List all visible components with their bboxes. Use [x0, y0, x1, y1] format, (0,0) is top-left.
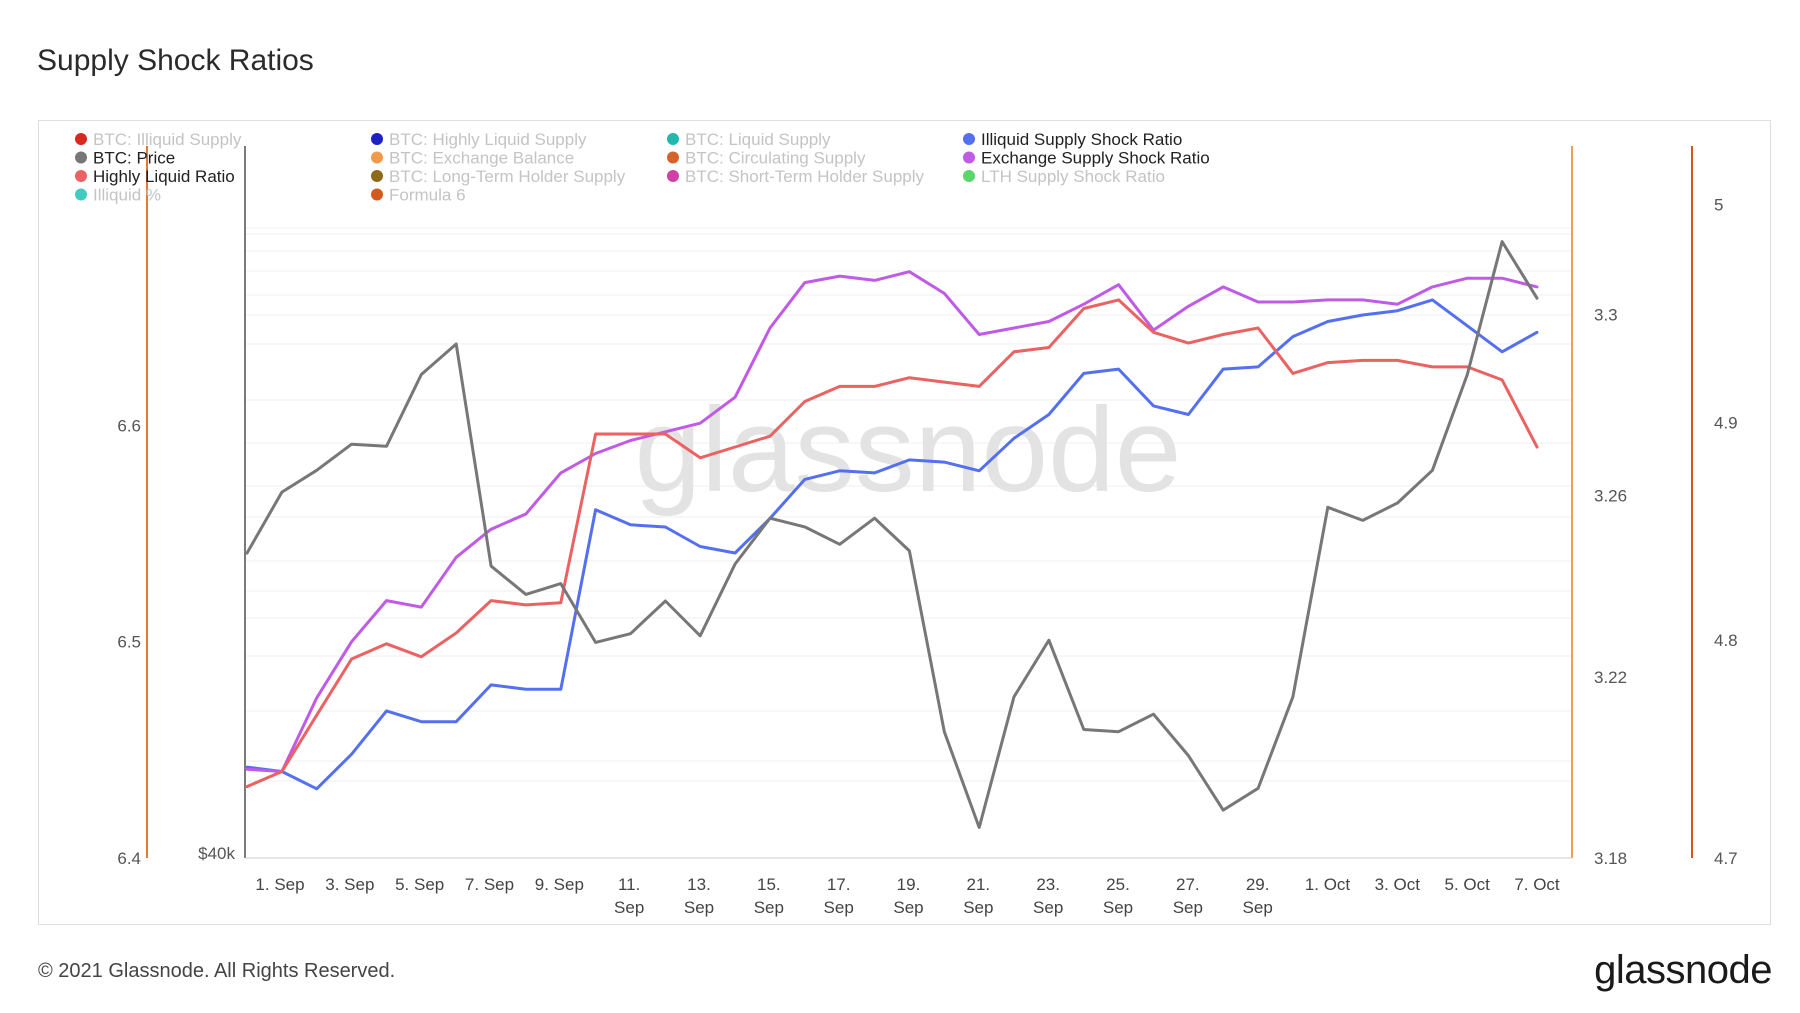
x-axis-tick-label-line: 29. — [1246, 875, 1270, 894]
legend-marker-exchange-supply-shock-ratio — [963, 151, 975, 164]
x-axis-tick-label-line: 1. Sep — [255, 875, 304, 894]
x-axis-tick-label: 29. Sep — [1243, 875, 1273, 917]
legend-marker-illiquid- — [75, 188, 87, 201]
right-axis-2-tick-label: 4.8 — [1714, 631, 1738, 650]
x-axis-tick-label-line: Sep — [1243, 898, 1273, 917]
legend-label-btc-price[interactable]: BTC: Price — [93, 149, 175, 168]
chart-title: Supply Shock Ratios — [37, 44, 314, 77]
legend-label-btc-long-term-holder-supply[interactable]: BTC: Long-Term Holder Supply — [389, 167, 626, 186]
legend-label-btc-illiquid-supply[interactable]: BTC: Illiquid Supply — [93, 130, 242, 149]
x-axis-tick-label: 7. Sep — [465, 875, 514, 894]
legend-marker-illiquid-supply-shock-ratio — [963, 133, 975, 145]
x-axis-tick-label: 13. Sep — [684, 875, 714, 917]
x-axis-tick-label: 5. Oct — [1444, 875, 1490, 894]
legend-marker-btc-liquid-supply — [667, 133, 679, 145]
x-axis-tick-label-line: Sep — [614, 898, 644, 917]
x-axis-tick-label: 25. Sep — [1103, 875, 1133, 917]
legend-label-exchange-supply-shock-ratio[interactable]: Exchange Supply Shock Ratio — [981, 149, 1210, 168]
left-axis-tick-label: 6.5 — [117, 633, 141, 652]
legend-marker-btc-short-term-holder-supply — [667, 170, 679, 182]
right-axis-1-tick-label: 3.18 — [1594, 849, 1627, 868]
series-line-highly-liquid-ratio — [245, 298, 1539, 789]
x-axis-tick-label-line: 9. Sep — [535, 875, 584, 894]
series-line-exchange-supply-shock-ratio — [245, 270, 1539, 773]
x-axis-tick-label-line: 11. — [618, 875, 640, 894]
x-axis-tick-label-line: Sep — [1103, 898, 1133, 917]
legend-label-highly-liquid-ratio[interactable]: Highly Liquid Ratio — [93, 167, 235, 186]
right-axis-2-tick-label: 4.7 — [1714, 849, 1738, 868]
legend-marker-btc-circulating-supply — [667, 151, 679, 164]
legend-label-btc-short-term-holder-supply[interactable]: BTC: Short-Term Holder Supply — [685, 167, 925, 186]
left-axis-tick-label: 6.6 — [117, 416, 141, 435]
x-axis-tick-label-line: 5. Sep — [395, 875, 444, 894]
x-axis-tick-label-line: 25. — [1106, 875, 1130, 894]
chart-panel: glassnode 6.4 6.5 6.6 $40k 3.18 3.22 3.26 3.3 4.7… — [38, 120, 1771, 925]
chart-svg: glassnode 6.4 6.5 6.6 $40k 3.18 3.22 3.26 3.3 4.7… — [75, 130, 1738, 917]
x-axis-tick-label: 21. Sep — [963, 875, 993, 917]
right-axis-2-tick-label: 4.9 — [1714, 413, 1738, 432]
x-axis-tick-label: 3. Oct — [1375, 875, 1421, 894]
x-axis-tick-label-line: 19. — [897, 875, 921, 894]
right-axis-1-tick-label: 3.26 — [1594, 487, 1627, 506]
legend-label-illiquid-supply-shock-ratio[interactable]: Illiquid Supply Shock Ratio — [981, 130, 1182, 149]
x-axis-tick-label-line: 1. Oct — [1305, 875, 1351, 894]
x-axis-tick-label: 1. Oct — [1305, 875, 1351, 894]
legend-marker-btc-long-term-holder-supply — [371, 170, 383, 182]
x-axis-tick-label: 11. Sep — [614, 875, 644, 917]
legend-marker-lth-supply-shock-ratio — [963, 170, 975, 182]
legend-label-lth-supply-shock-ratio[interactable]: LTH Supply Shock Ratio — [981, 167, 1165, 186]
x-axis-tick-label-line: 23. — [1036, 875, 1060, 894]
x-axis-tick-label: 9. Sep — [535, 875, 584, 894]
x-axis-tick-label-line: 13. — [687, 875, 711, 894]
copyright-text: © 2021 Glassnode. All Rights Reserved. — [38, 960, 396, 982]
price-axis-tick-label: $40k — [198, 844, 235, 863]
x-axis-tick-label-line: 5. Oct — [1444, 875, 1490, 894]
x-axis-tick-label-line: 7. Oct — [1514, 875, 1560, 894]
x-axis-tick-label-line: 3. Oct — [1375, 875, 1421, 894]
right-axis-2-tick-label: 5 — [1714, 196, 1723, 215]
x-axis-tick-label-line: Sep — [1173, 898, 1203, 917]
x-axis-tick-label: 27. Sep — [1173, 875, 1203, 917]
x-axis-tick-label: 7. Oct — [1514, 875, 1560, 894]
legend-marker-btc-price — [75, 151, 87, 164]
x-axis-tick-label-line: 17. — [827, 875, 851, 894]
right-axis-1-tick-label: 3.3 — [1594, 305, 1618, 324]
x-axis-tick-label-line: 27. — [1176, 875, 1200, 894]
brand-logo[interactable]: glassnode — [1594, 948, 1772, 992]
x-axis-tick-label-line: Sep — [824, 898, 854, 917]
left-axis-tick-label: 6.4 — [117, 849, 141, 868]
x-axis-tick-label-line: 3. Sep — [325, 875, 374, 894]
legend-label-btc-exchange-balance[interactable]: BTC: Exchange Balance — [389, 149, 574, 168]
series-line-btc-price — [245, 240, 1539, 829]
legend-marker-btc-illiquid-supply — [75, 133, 87, 145]
x-axis-tick-label-line: 21. — [967, 875, 991, 894]
legend-label-btc-circulating-supply[interactable]: BTC: Circulating Supply — [685, 149, 866, 168]
legend-marker-formula-6 — [371, 188, 383, 201]
x-axis-tick-label: 23. Sep — [1033, 875, 1063, 917]
x-axis-tick-label: 15. Sep — [754, 875, 784, 917]
x-axis-tick-label-line: 7. Sep — [465, 875, 514, 894]
legend-label-btc-liquid-supply[interactable]: BTC: Liquid Supply — [685, 130, 831, 149]
x-axis-tick-label-line: Sep — [684, 898, 714, 917]
x-axis-tick-label: 17. Sep — [824, 875, 854, 917]
right-axis-1-tick-label: 3.22 — [1594, 668, 1627, 687]
x-axis-tick-label: 19. Sep — [893, 875, 923, 917]
x-axis-tick-label-line: 15. — [757, 875, 781, 894]
x-axis-tick-label-line: Sep — [963, 898, 993, 917]
legend-label-illiquid-[interactable]: Illiquid % — [93, 186, 161, 205]
x-axis-tick-label: 5. Sep — [395, 875, 444, 894]
x-axis-tick-label-line: Sep — [893, 898, 923, 917]
legend-label-formula-6[interactable]: Formula 6 — [389, 186, 466, 205]
watermark-text: glassnode — [634, 383, 1181, 517]
legend-marker-highly-liquid-ratio — [75, 170, 87, 182]
x-axis-tick-label-line: Sep — [1033, 898, 1063, 917]
x-axis-tick-label: 1. Sep — [255, 875, 304, 894]
legend-label-btc-highly-liquid-supply[interactable]: BTC: Highly Liquid Supply — [389, 130, 587, 149]
x-axis-tick-label: 3. Sep — [325, 875, 374, 894]
legend-marker-btc-highly-liquid-supply — [371, 133, 383, 145]
legend-marker-btc-exchange-balance — [371, 151, 383, 164]
series-line-illiquid-supply-shock-ratio — [245, 298, 1539, 791]
x-axis-tick-label-line: Sep — [754, 898, 784, 917]
